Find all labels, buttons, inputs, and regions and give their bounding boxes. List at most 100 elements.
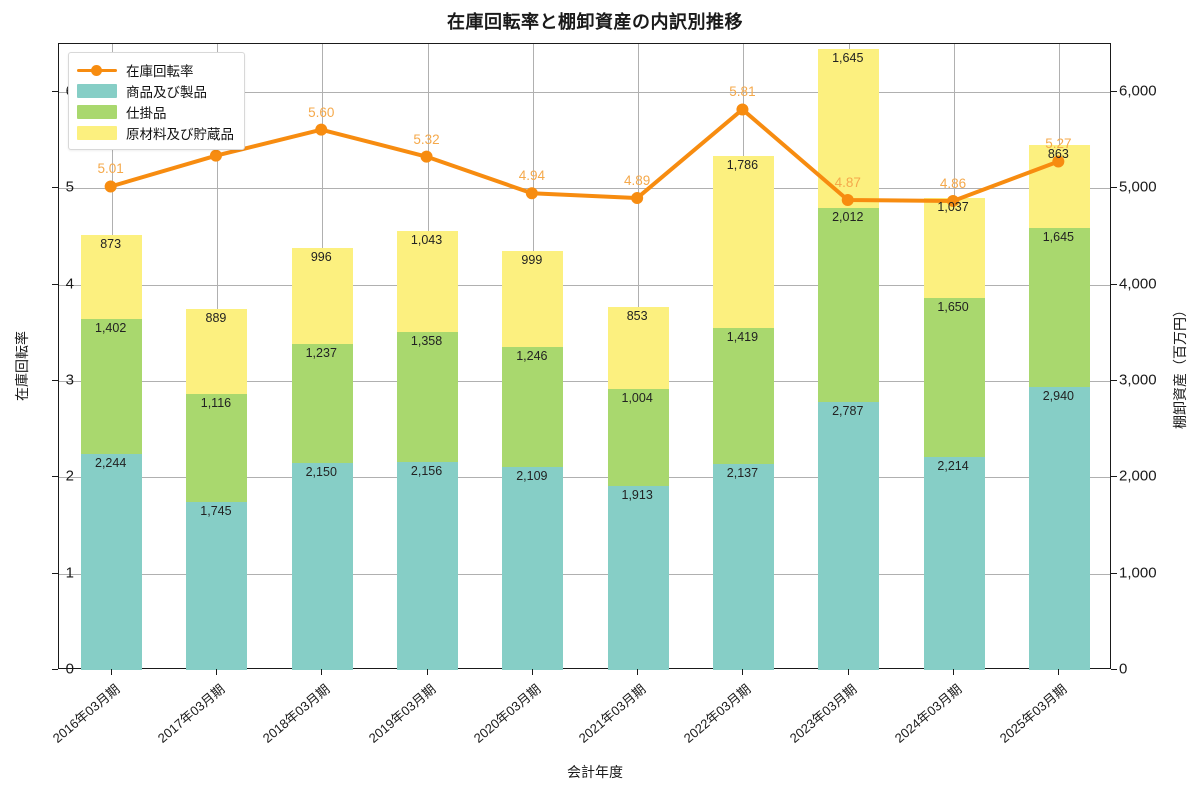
bar-segment[interactable] bbox=[923, 456, 985, 670]
bar-segment[interactable] bbox=[397, 231, 459, 332]
bar-segment[interactable] bbox=[502, 346, 564, 467]
bar-value-label: 1,237 bbox=[305, 345, 337, 360]
y-axis-left-tick-mark bbox=[52, 572, 58, 574]
bar-segment[interactable] bbox=[81, 234, 143, 319]
x-axis-tick-mark bbox=[847, 669, 849, 675]
bar-value-label: 996 bbox=[310, 249, 332, 264]
legend-item[interactable]: 原材料及び貯蔵品 bbox=[77, 122, 234, 143]
bar-value-label: 1,043 bbox=[410, 233, 443, 248]
legend-color-swatch bbox=[77, 104, 117, 119]
bar-value-label: 1,116 bbox=[200, 396, 232, 411]
y-axis-left-tick-mark bbox=[52, 91, 58, 93]
bar-segment[interactable] bbox=[1028, 228, 1090, 387]
gridline-horizontal bbox=[59, 284, 1110, 286]
y-axis-left-tick-label: 0 bbox=[65, 660, 74, 678]
gridline-horizontal bbox=[59, 573, 1110, 575]
legend-item-label: 原材料及び貯蔵品 bbox=[126, 126, 234, 142]
y-axis-right-tick-label: 1,000 bbox=[1119, 564, 1157, 582]
bar-value-label: 2,109 bbox=[516, 468, 548, 483]
bar-value-label: 1,037 bbox=[937, 199, 969, 214]
legend-item-label: 在庫回転率 bbox=[126, 63, 194, 79]
y-axis-left-tick-label: 2 bbox=[65, 467, 74, 485]
bar-segment[interactable] bbox=[923, 297, 985, 457]
legend-item-label: 商品及び製品 bbox=[126, 84, 207, 100]
y-axis-left-tick-mark bbox=[52, 187, 58, 189]
y-axis-right-tick-mark bbox=[1111, 91, 1117, 93]
bar-segment[interactable] bbox=[186, 394, 248, 502]
legend-item[interactable]: 仕掛品 bbox=[77, 101, 234, 122]
legend-line-marker-icon bbox=[77, 63, 117, 77]
y-axis-left-tick-label: 3 bbox=[65, 371, 74, 389]
line-value-label: 5.81 bbox=[729, 84, 756, 100]
x-axis-tick-mark bbox=[637, 669, 639, 675]
bar-segment[interactable] bbox=[712, 464, 774, 670]
bar-value-label: 1,645 bbox=[1042, 230, 1074, 245]
chart-legend: 在庫回転率商品及び製品 仕掛品原材料及び貯蔵品 bbox=[68, 52, 245, 150]
bar-segment[interactable] bbox=[818, 207, 880, 402]
bar-segment[interactable] bbox=[291, 343, 353, 463]
bar-segment[interactable] bbox=[1028, 386, 1090, 670]
bar-value-label: 1,004 bbox=[621, 391, 653, 406]
legend-item[interactable]: 在庫回転率 bbox=[77, 59, 234, 80]
bar-segment[interactable] bbox=[81, 453, 143, 670]
bar-value-label: 873 bbox=[100, 236, 122, 251]
bar-value-label: 1,913 bbox=[621, 487, 653, 502]
y-axis-right-tick-label: 0 bbox=[1119, 660, 1128, 678]
x-axis-label: 会計年度 bbox=[567, 764, 623, 780]
bar-segment[interactable] bbox=[397, 331, 459, 463]
x-axis-tick-mark bbox=[110, 669, 112, 675]
y-axis-left-tick-mark bbox=[52, 380, 58, 382]
bar-segment[interactable] bbox=[607, 389, 669, 486]
gridline-horizontal bbox=[59, 477, 1110, 479]
bar-value-label: 889 bbox=[205, 310, 227, 325]
bar-value-label: 853 bbox=[626, 308, 648, 323]
legend-item[interactable]: 商品及び製品 bbox=[77, 80, 234, 101]
bar-segment[interactable] bbox=[81, 318, 143, 454]
line-value-label: 4.89 bbox=[624, 173, 651, 189]
y-axis-left-label: 在庫回転率 bbox=[14, 331, 30, 401]
y-axis-right-tick-label: 4,000 bbox=[1119, 275, 1157, 293]
y-axis-left-tick-label: 1 bbox=[65, 564, 74, 582]
x-axis-tick-mark bbox=[321, 669, 323, 675]
y-axis-right-tick-label: 2,000 bbox=[1119, 467, 1157, 485]
x-axis-tick-mark bbox=[215, 669, 217, 675]
bar-segment[interactable] bbox=[818, 401, 880, 670]
bar-value-label: 2,214 bbox=[937, 458, 969, 473]
x-axis-tick-mark bbox=[426, 669, 428, 675]
bar-segment[interactable] bbox=[712, 155, 774, 328]
y-axis-right-tick-mark bbox=[1111, 669, 1117, 670]
bar-segment[interactable] bbox=[607, 306, 669, 390]
x-axis-tick-mark bbox=[953, 669, 955, 675]
bar-segment[interactable] bbox=[607, 485, 669, 670]
bar-value-label: 2,012 bbox=[832, 209, 864, 224]
y-axis-left-tick-mark bbox=[52, 283, 58, 285]
bar-segment[interactable] bbox=[502, 466, 564, 670]
legend-item-label: 仕掛品 bbox=[126, 105, 167, 121]
bar-segment[interactable] bbox=[291, 247, 353, 344]
line-value-label: 5.27 bbox=[1045, 136, 1072, 152]
y-axis-left-tick-mark bbox=[52, 669, 58, 670]
y-axis-right-label: 棚卸資産（百万円） bbox=[1172, 303, 1188, 429]
bar-segment[interactable] bbox=[291, 462, 353, 670]
y-axis-right-tick-mark bbox=[1111, 476, 1117, 478]
line-value-label: 5.60 bbox=[308, 104, 335, 120]
x-axis-tick-mark bbox=[742, 669, 744, 675]
y-axis-right-tick-label: 5,000 bbox=[1119, 178, 1157, 196]
bar-value-label: 2,156 bbox=[410, 464, 443, 479]
bar-value-label: 2,150 bbox=[305, 464, 337, 479]
bar-value-label: 1,650 bbox=[937, 299, 969, 314]
bar-value-label: 1,358 bbox=[410, 333, 443, 348]
legend-line-dot-icon bbox=[91, 65, 102, 76]
bar-segment[interactable] bbox=[397, 462, 459, 670]
bar-segment[interactable] bbox=[923, 197, 985, 298]
bar-value-label: 1,246 bbox=[516, 348, 548, 363]
bar-segment[interactable] bbox=[186, 501, 248, 670]
bar-segment[interactable] bbox=[502, 250, 564, 347]
bar-segment[interactable] bbox=[186, 308, 248, 395]
y-axis-right-tick-mark bbox=[1111, 283, 1117, 285]
bar-segment[interactable] bbox=[712, 327, 774, 465]
y-axis-right-tick-label: 6,000 bbox=[1119, 82, 1157, 100]
y-axis-right-tick-mark bbox=[1111, 380, 1117, 382]
y-axis-left-tick-label: 4 bbox=[65, 275, 74, 293]
